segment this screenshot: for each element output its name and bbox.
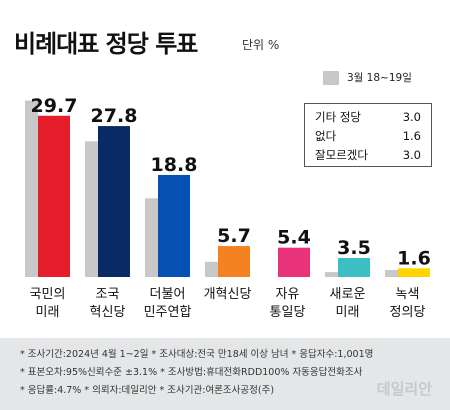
bar-current: [158, 174, 190, 277]
unit-label: 단위 %: [242, 38, 280, 52]
others-row: 잘모르겠다 3.0: [315, 146, 421, 165]
footer: * 조사기간:2024년 4월 1~2일 * 조사대상:전국 만18세 이상 남…: [0, 338, 450, 410]
category-label: 통일당: [270, 305, 306, 320]
others-value: 3.0: [402, 148, 421, 162]
others-value: 3.0: [402, 110, 421, 124]
category-label: 조국: [96, 287, 120, 302]
footer-line: * 표본오차:95%신뢰수준 ±3.1% * 조사방법:휴대전화RDD100% …: [20, 367, 363, 378]
bar-previous: [145, 198, 158, 277]
category-label: 새로운: [330, 287, 366, 302]
footer-line: * 응답률:4.7% * 의뢰자:데일리안 * 조사기관:여론조사공정(주): [20, 385, 275, 396]
bar-current: [218, 246, 250, 277]
category-label: 더불어: [150, 287, 186, 302]
bar-previous: [205, 261, 218, 277]
bar-current: [98, 126, 130, 277]
others-value: 1.6: [402, 129, 421, 143]
data-label: 5.7: [217, 225, 251, 247]
category-label: 민주연합: [144, 305, 192, 320]
legend-swatch-previous: [323, 70, 339, 85]
category-label: 개혁신당: [204, 287, 252, 302]
category-label: 혁신당: [90, 305, 126, 320]
legend-label-previous: 3월 18~19일: [347, 72, 412, 84]
data-label: 1.6: [397, 247, 431, 269]
others-box: 기타 정당 3.0 없다 1.6 잘모르겠다 3.0: [304, 103, 432, 167]
category-label: 미래: [336, 305, 360, 320]
bar-previous: [325, 272, 338, 277]
category-label: 정의당: [390, 305, 426, 320]
others-label: 잘모르겠다: [315, 148, 368, 162]
bar-current: [338, 258, 370, 277]
bar-previous: [385, 269, 398, 277]
watermark-logo: 데일리안: [376, 380, 432, 398]
category-label: 자유: [276, 287, 300, 302]
category-label: 미래: [36, 305, 60, 320]
data-label: 27.8: [91, 105, 138, 127]
bar-current: [38, 115, 70, 278]
data-label: 29.7: [31, 95, 78, 117]
category-label: 녹색: [396, 287, 420, 302]
category-label: 국민의: [30, 287, 66, 302]
others-label: 없다: [315, 129, 337, 143]
others-row: 기타 정당 3.0: [315, 108, 421, 127]
bar-previous: [25, 100, 38, 277]
bar-previous: [85, 141, 98, 277]
chart-title: 비례대표 정당 투표: [14, 30, 198, 58]
data-label: 3.5: [337, 237, 371, 259]
others-label: 기타 정당: [315, 110, 361, 124]
bar-current: [398, 268, 430, 277]
bar-current: [278, 247, 310, 277]
data-label: 18.8: [151, 154, 198, 176]
data-label: 5.4: [277, 227, 311, 249]
others-row: 없다 1.6: [315, 127, 421, 146]
footer-line: * 조사기간:2024년 4월 1~2일 * 조사대상:전국 만18세 이상 남…: [20, 349, 374, 360]
legend: 3월 18~19일: [323, 70, 412, 85]
